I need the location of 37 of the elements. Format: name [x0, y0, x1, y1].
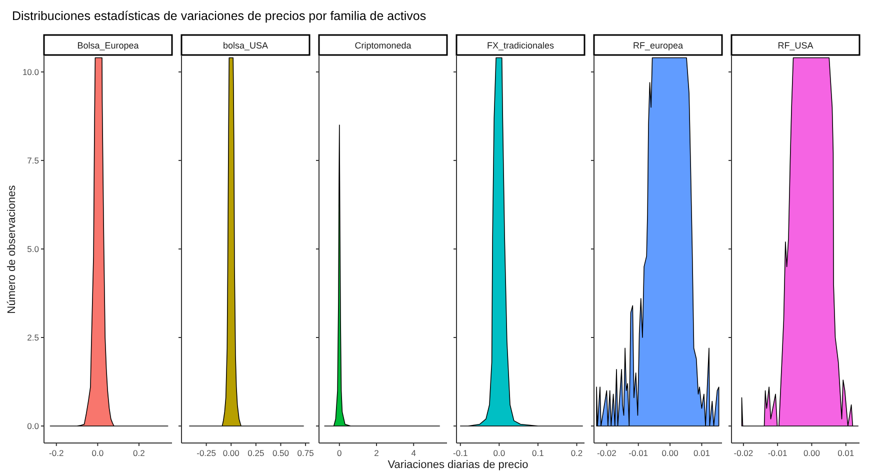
x-tick-label: 0.00 [662, 448, 679, 458]
x-tick-label: 0.01 [693, 448, 710, 458]
y-tick-label: 5.0 [27, 244, 40, 254]
x-tick-label: 0.0 [493, 448, 506, 458]
x-tick-label: -0.02 [734, 448, 754, 458]
x-tick-label: 0 [337, 448, 342, 458]
x-tick-label: 0.75 [297, 448, 314, 458]
chart-title: Bolsa_Europea [77, 40, 139, 50]
x-tick-label: 0.2 [133, 448, 146, 458]
x-tick-label: 0.25 [248, 448, 264, 458]
x-tick-label: -0.2 [49, 448, 64, 458]
x-tick-label: 0.01 [838, 448, 854, 458]
x-tick-label: -0.1 [453, 448, 468, 458]
y-tick-label: 7.5 [27, 155, 40, 166]
x-tick-label: 0.50 [272, 448, 290, 458]
x-tick-label: -0.01 [768, 448, 788, 458]
chart-title: Criptomoneda [354, 40, 412, 50]
chart-title: RF_USA [778, 40, 814, 50]
x-tick-label: -0.25 [196, 448, 216, 458]
y-axis-title: Número de observaciones [6, 184, 18, 314]
x-tick-label: 2 [374, 448, 380, 458]
chart-title: FX_tradicionales [486, 40, 555, 50]
x-tick-label: 0.2 [570, 448, 583, 458]
y-tick-label: 2.5 [27, 332, 40, 342]
x-tick-label: 4 [411, 448, 416, 458]
x-axis-title: Variaciones diarias de precio [388, 459, 528, 471]
y-tick-label: 0.0 [27, 421, 40, 432]
x-tick-label: 0.00 [803, 448, 820, 458]
text: Distribuciones estadísticas de variaciones de precios por familia de activos [12, 9, 426, 23]
chart-title: RF_europea [632, 40, 684, 50]
y-tick-label: 10.0 [22, 66, 40, 77]
x-tick-label: -0.02 [596, 448, 617, 458]
x-tick-label: 0.1 [532, 448, 544, 458]
x-tick-label: -0.01 [628, 448, 648, 458]
x-tick-label: 0.00 [222, 448, 240, 458]
chart-title: bolsa_USA [222, 40, 268, 50]
x-tick-label: 0.0 [92, 448, 104, 458]
